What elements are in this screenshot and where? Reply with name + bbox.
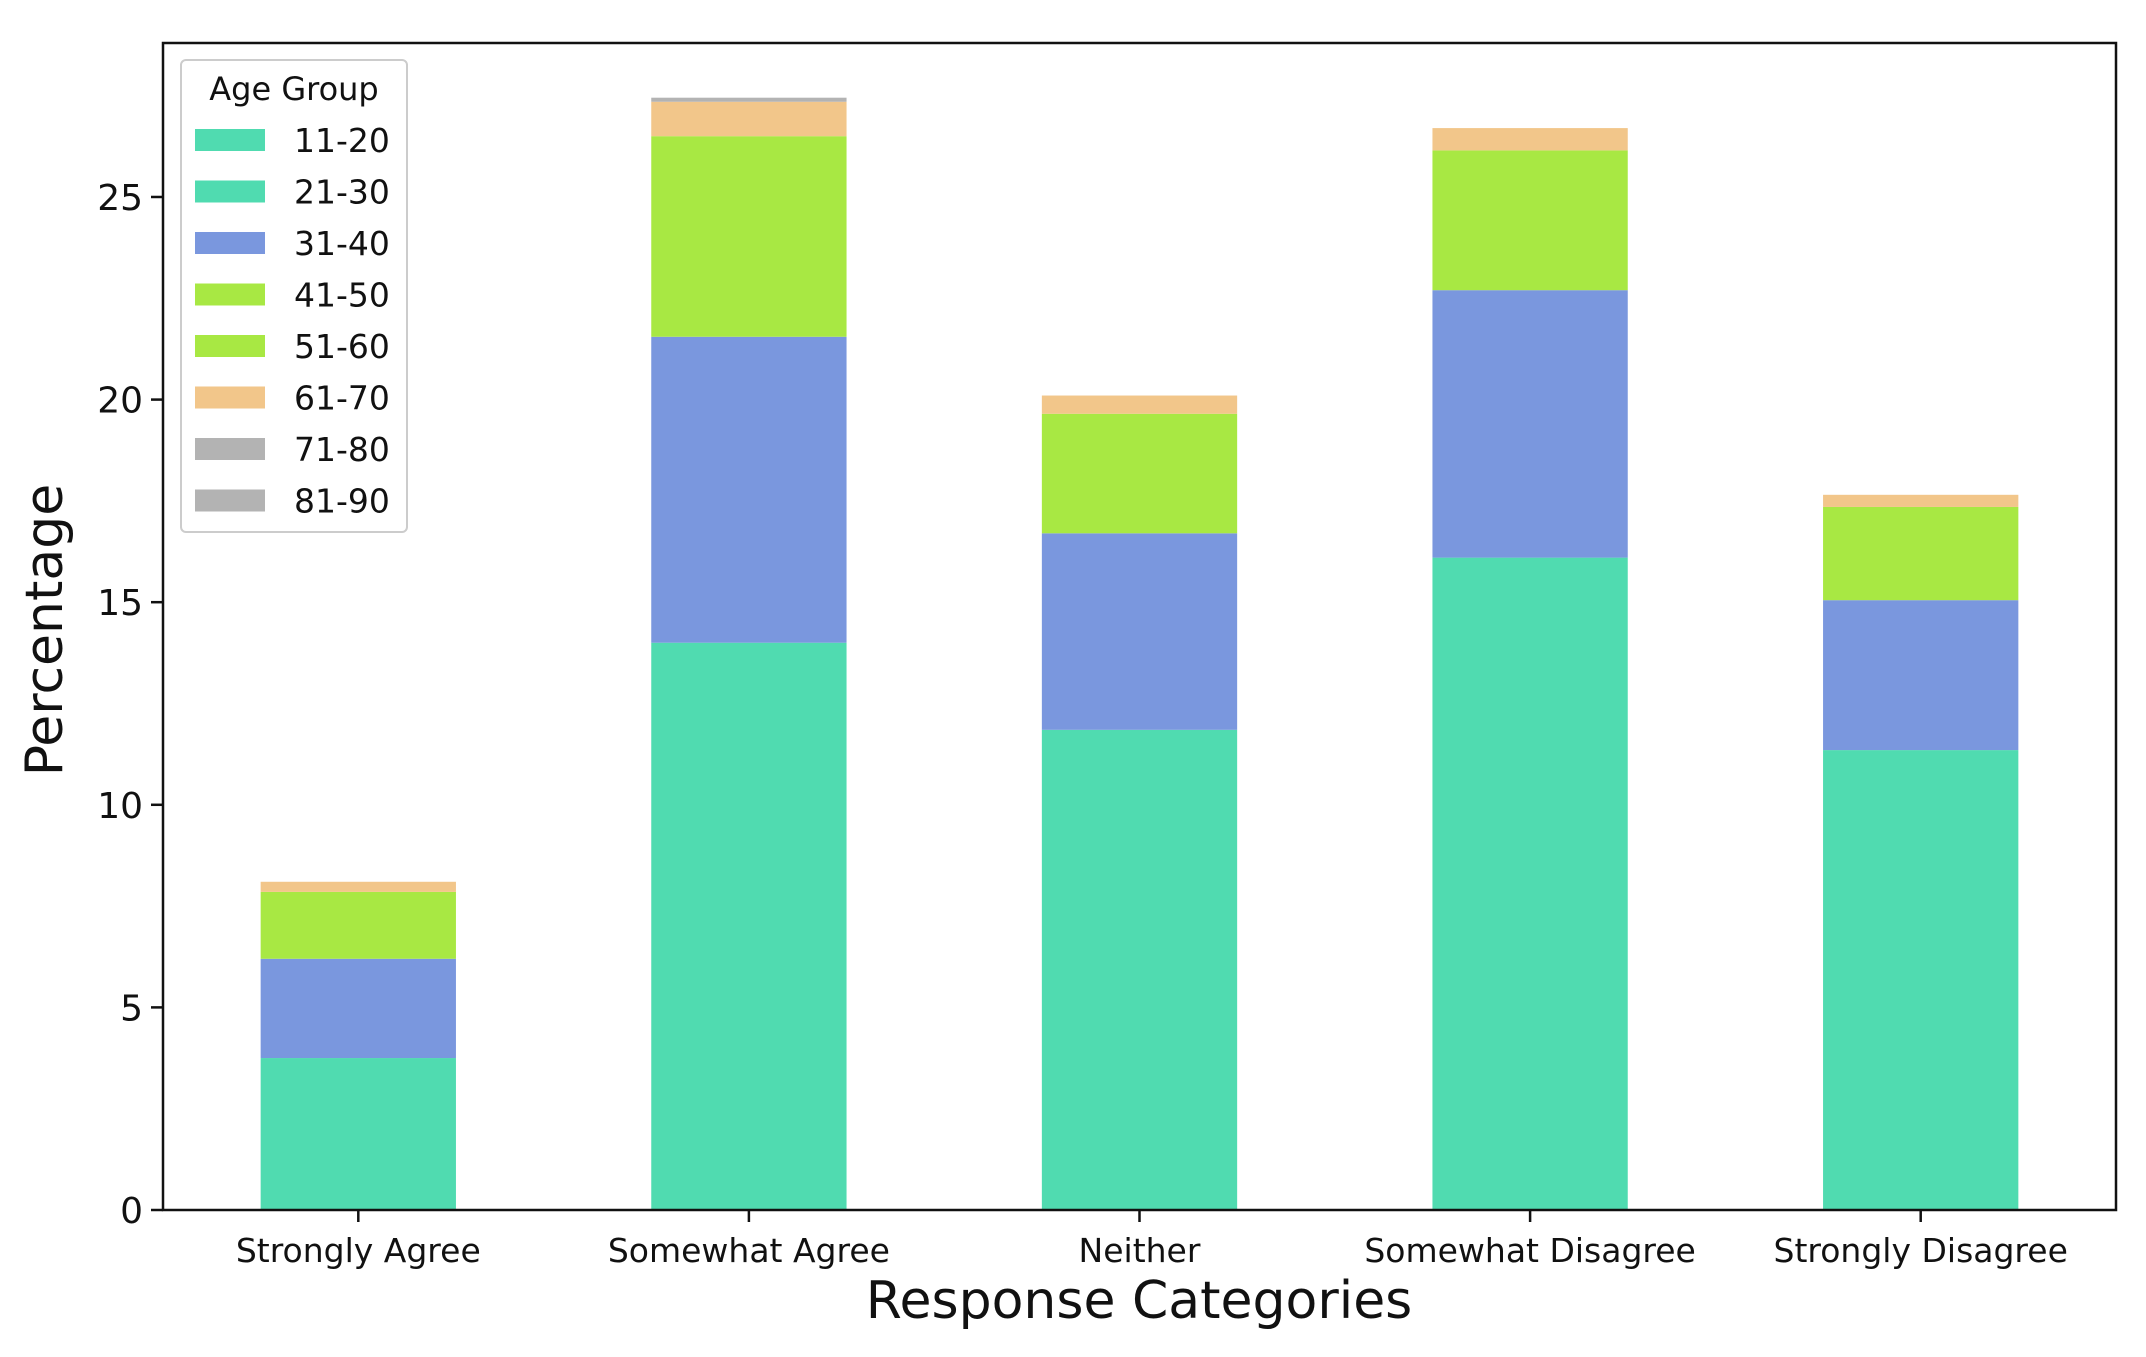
bars-layer — [260, 97, 2019, 1210]
legend-swatch-81-90 — [195, 489, 265, 512]
legend-label-21-30: 21-30 — [294, 173, 390, 212]
legend-label-81-90: 81-90 — [294, 482, 390, 521]
legend-label-71-80: 71-80 — [294, 430, 390, 469]
y-tick-label: 25 — [97, 178, 143, 219]
legend-items: 11-20 21-30 31-40 41-50 51-60 61-70 71-80 81-90 — [195, 121, 390, 521]
legend-swatch-21-30 — [195, 180, 265, 203]
y-axis-title: Percentage — [15, 484, 75, 777]
y-tick-label: 10 — [97, 786, 143, 827]
legend-swatch-11-20 — [195, 129, 265, 151]
bar-segment-51-60-somewhat-disagree — [1432, 150, 1628, 291]
legend-title: Age Group — [209, 70, 378, 108]
legend-label-51-60: 51-60 — [294, 327, 390, 366]
legend-swatch-41-50 — [195, 283, 265, 306]
bar-segment-21-30-strongly-disagree — [1823, 750, 2019, 1210]
x-tick-label: Somewhat Disagree — [1364, 1231, 1696, 1270]
x-tick-label: Somewhat Agree — [608, 1231, 890, 1270]
y-tick-label: 5 — [120, 988, 143, 1029]
y-tick-label: 15 — [97, 583, 143, 624]
legend-label-61-70: 61-70 — [294, 379, 390, 418]
bar-segment-61-70-neither — [1041, 395, 1238, 414]
bar-segment-61-70-strongly-agree — [260, 881, 456, 892]
bar-segment-51-60-somewhat-agree — [651, 136, 847, 337]
bar-segment-61-70-strongly-disagree — [1823, 494, 2019, 507]
legend-label-11-20: 11-20 — [294, 121, 390, 160]
legend: Age Group 11-20 21-30 31-40 41-50 51-60 61-70… — [180, 59, 408, 533]
legend-swatch-51-60 — [195, 335, 265, 357]
y-tick-label: 20 — [97, 381, 143, 422]
legend-box — [180, 59, 408, 533]
bar-segment-71-80-somewhat-agree — [651, 97, 847, 102]
bar-segment-51-60-strongly-disagree — [1823, 506, 2019, 601]
bar-segment-51-60-strongly-agree — [260, 891, 456, 959]
legend-swatch-61-70 — [195, 386, 265, 409]
bar-segment-31-40-somewhat-disagree — [1432, 290, 1628, 558]
x-tick-label: Strongly Disagree — [1774, 1231, 2068, 1270]
bar-segment-31-40-strongly-disagree — [1823, 600, 2019, 751]
x-tick-label: Neither — [1079, 1231, 1201, 1270]
bar-segment-31-40-neither — [1041, 533, 1238, 730]
bar-segment-31-40-somewhat-agree — [651, 336, 847, 643]
legend-label-41-50: 41-50 — [294, 276, 390, 315]
bar-segment-61-70-somewhat-disagree — [1432, 128, 1628, 151]
bar-segment-31-40-strongly-agree — [260, 958, 456, 1059]
x-axis: Strongly Agree Somewhat Agree Neither Somew… — [236, 1210, 2068, 1270]
x-axis-title: Response Categories — [866, 1271, 1413, 1331]
bar-segment-21-30-neither — [1041, 729, 1238, 1210]
bar-segment-21-30-somewhat-disagree — [1432, 557, 1628, 1210]
x-tick-label: Strongly Agree — [236, 1231, 481, 1270]
y-axis: 0 5 10 15 20 25 — [97, 178, 163, 1232]
y-tick-label: 0 — [120, 1191, 143, 1232]
legend-swatch-31-40 — [195, 232, 265, 254]
bar-segment-21-30-strongly-agree — [260, 1058, 456, 1210]
bar-segment-61-70-somewhat-agree — [651, 101, 847, 137]
bar-segment-51-60-neither — [1041, 413, 1238, 534]
bar-segment-21-30-somewhat-agree — [651, 642, 847, 1210]
legend-swatch-71-80 — [195, 438, 265, 460]
legend-label-31-40: 31-40 — [294, 224, 390, 263]
